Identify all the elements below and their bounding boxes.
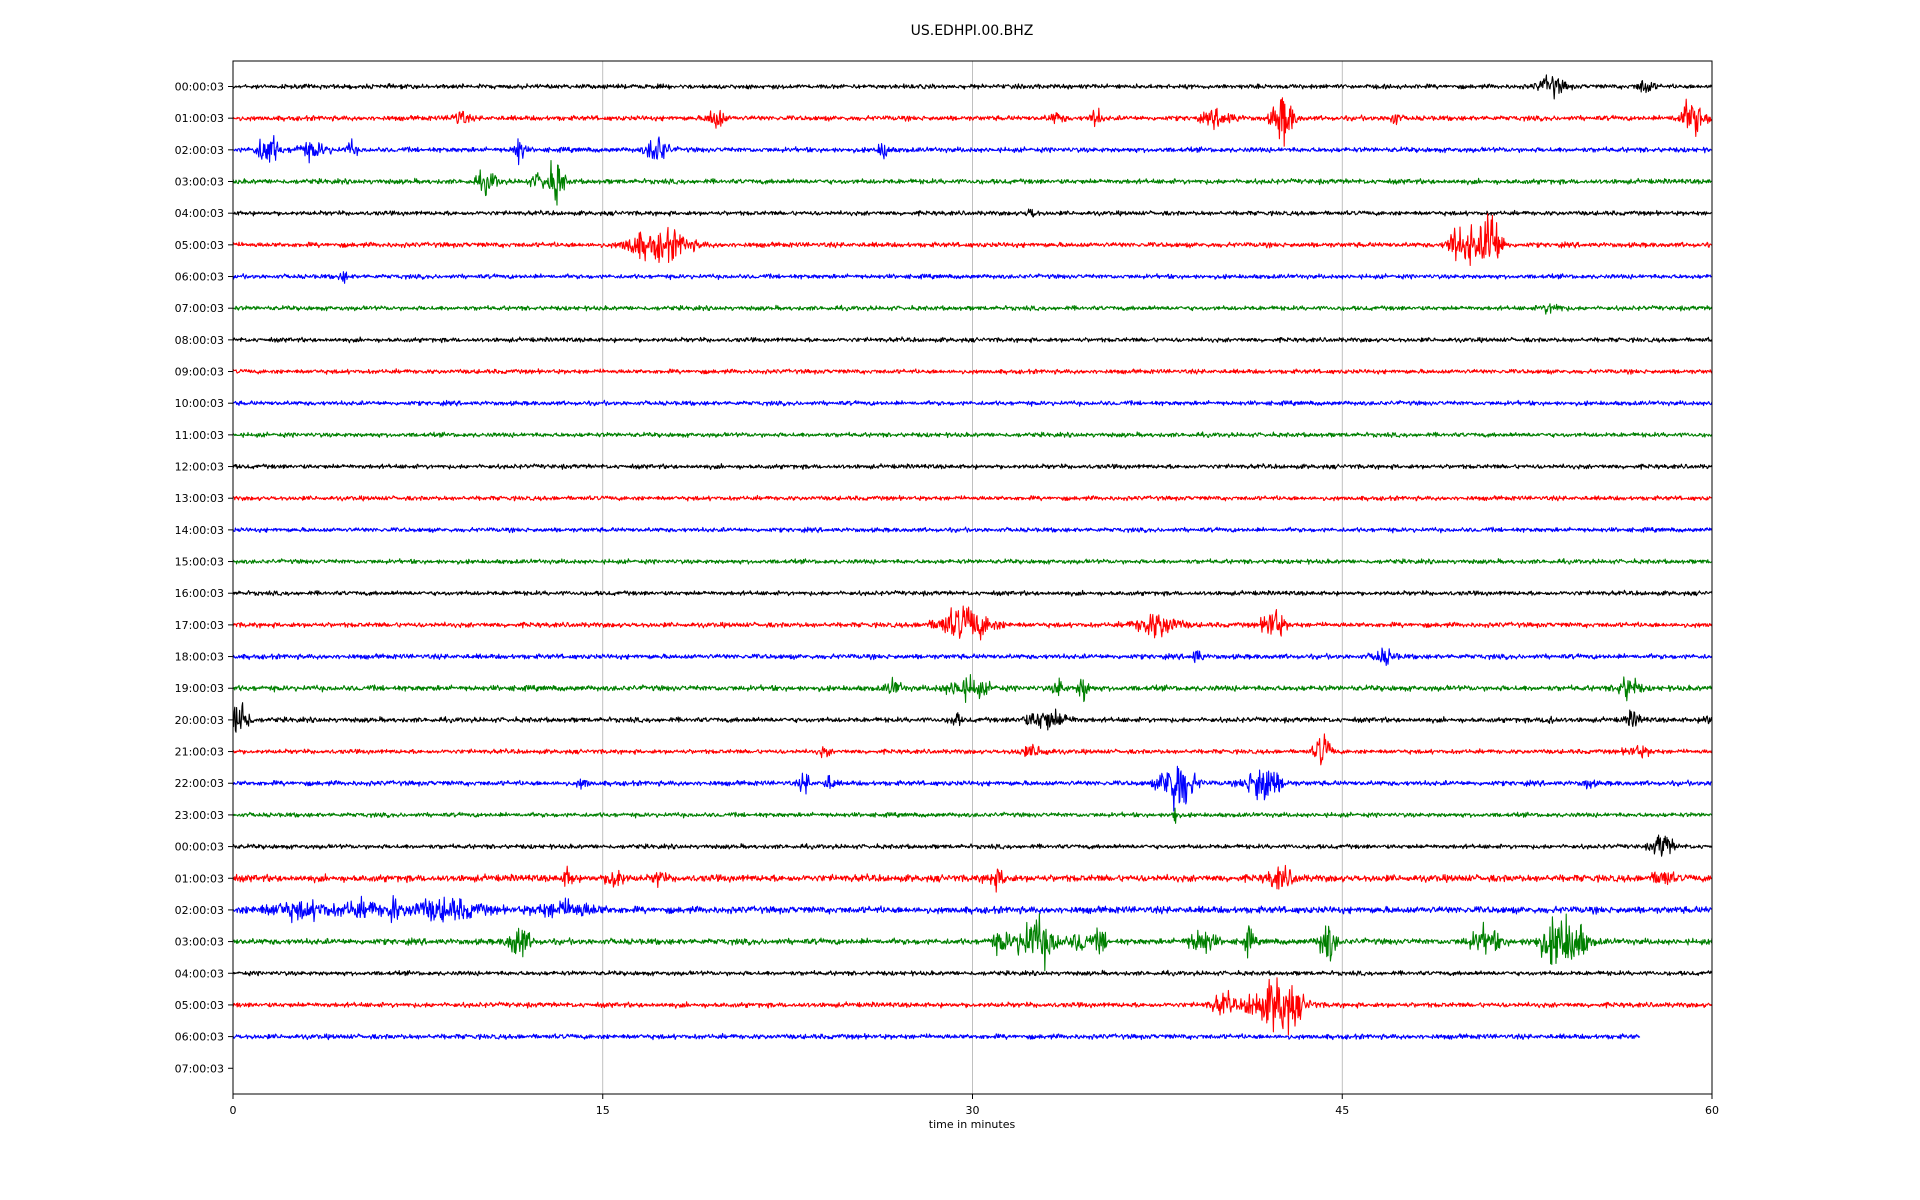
trace-row-22 xyxy=(232,765,1713,812)
row-label-2: 02:00:03 xyxy=(175,144,224,157)
row-label-24: 00:00:03 xyxy=(175,841,224,854)
trace-row-7 xyxy=(232,303,1713,315)
trace-row-8 xyxy=(232,336,1713,344)
x-tick-label-0: 0 xyxy=(230,1104,237,1117)
grid-lines xyxy=(602,61,1343,1094)
row-time-labels: 00:00:03 01:00:03 02:00:03 03:00:03 04:00:03… xyxy=(175,81,233,1075)
x-axis-ticks: 0 15 30 45 60 xyxy=(230,1094,1719,1117)
trace-lines xyxy=(232,74,1713,1041)
trace-row-1 xyxy=(232,97,1713,147)
trace-row-17 xyxy=(232,605,1713,641)
row-label-23: 23:00:03 xyxy=(175,809,224,822)
row-label-17: 17:00:03 xyxy=(175,619,224,632)
row-label-29: 05:00:03 xyxy=(175,999,224,1012)
trace-row-21 xyxy=(232,733,1713,766)
trace-row-4 xyxy=(232,208,1713,218)
row-label-13: 13:00:03 xyxy=(175,492,224,505)
trace-row-5 xyxy=(232,213,1713,267)
row-label-20: 20:00:03 xyxy=(175,714,224,727)
row-label-6: 06:00:03 xyxy=(175,271,224,284)
x-tick-label-30: 30 xyxy=(966,1104,980,1117)
trace-row-19 xyxy=(232,674,1713,703)
row-label-15: 15:00:03 xyxy=(175,556,224,569)
row-label-25: 01:00:03 xyxy=(175,872,224,885)
trace-row-11 xyxy=(232,431,1713,439)
row-label-1: 01:00:03 xyxy=(175,112,224,125)
x-axis-label: time in minutes xyxy=(929,1118,1016,1131)
row-label-28: 04:00:03 xyxy=(175,967,224,980)
row-label-27: 03:00:03 xyxy=(175,936,224,949)
x-tick-label-15: 15 xyxy=(596,1104,610,1117)
row-label-12: 12:00:03 xyxy=(175,461,224,474)
trace-row-28 xyxy=(232,969,1713,977)
trace-row-26 xyxy=(232,894,1713,924)
trace-row-13 xyxy=(232,494,1713,502)
row-label-16: 16:00:03 xyxy=(175,587,224,600)
x-tick-label-60: 60 xyxy=(1705,1104,1719,1117)
trace-row-10 xyxy=(232,399,1713,407)
trace-row-30 xyxy=(232,1032,1641,1041)
row-label-14: 14:00:03 xyxy=(175,524,224,537)
row-label-19: 19:00:03 xyxy=(175,682,224,695)
row-label-9: 09:00:03 xyxy=(175,366,224,379)
trace-row-12 xyxy=(232,463,1713,471)
x-tick-label-45: 45 xyxy=(1335,1104,1349,1117)
row-label-5: 05:00:03 xyxy=(175,239,224,252)
row-label-26: 02:00:03 xyxy=(175,904,224,917)
trace-row-27 xyxy=(232,913,1713,972)
row-label-3: 03:00:03 xyxy=(175,176,224,189)
trace-row-2 xyxy=(232,135,1713,166)
trace-row-14 xyxy=(232,526,1713,534)
row-label-22: 22:00:03 xyxy=(175,777,224,790)
trace-row-18 xyxy=(232,647,1713,666)
row-label-31: 07:00:03 xyxy=(175,1062,224,1075)
trace-row-29 xyxy=(232,977,1713,1036)
row-label-21: 21:00:03 xyxy=(175,746,224,759)
trace-row-23 xyxy=(232,807,1713,824)
row-label-8: 08:00:03 xyxy=(175,334,224,347)
row-label-7: 07:00:03 xyxy=(175,302,224,315)
row-label-11: 11:00:03 xyxy=(175,429,224,442)
trace-row-0 xyxy=(232,74,1713,100)
trace-row-16 xyxy=(232,589,1713,597)
trace-row-3 xyxy=(232,160,1713,206)
trace-row-6 xyxy=(232,271,1713,284)
chart-title: US.EDHPI.00.BHZ xyxy=(911,23,1034,39)
row-label-0: 00:00:03 xyxy=(175,81,224,94)
trace-row-15 xyxy=(232,558,1713,565)
trace-row-9 xyxy=(232,368,1713,375)
trace-row-25 xyxy=(232,864,1713,893)
row-label-18: 18:00:03 xyxy=(175,651,224,664)
row-label-4: 04:00:03 xyxy=(175,207,224,220)
trace-row-24 xyxy=(232,834,1713,857)
row-label-10: 10:00:03 xyxy=(175,397,224,410)
trace-row-20 xyxy=(232,702,1713,733)
row-label-30: 06:00:03 xyxy=(175,1031,224,1044)
